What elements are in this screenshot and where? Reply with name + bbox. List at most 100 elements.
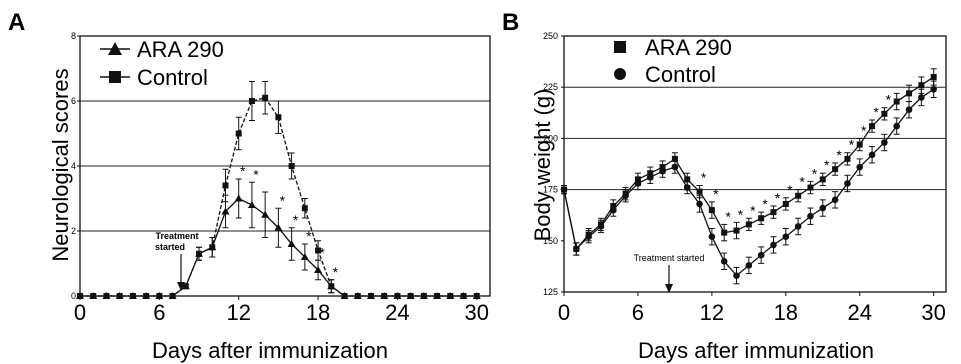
significance-star: * — [824, 157, 830, 173]
panel-a-y-axis-label: Neurological scores — [48, 68, 73, 261]
data-point-circle — [720, 257, 728, 265]
data-point-circle — [659, 167, 666, 175]
data-point-square — [90, 293, 97, 299]
circle-marker-icon — [614, 68, 626, 80]
data-point-circle — [918, 94, 925, 101]
treatment-annotation-text: Treatment started — [634, 253, 705, 263]
data-point-square — [407, 293, 414, 299]
panel-a-letter: A — [8, 9, 25, 36]
data-point-square — [473, 293, 480, 299]
data-point-square — [315, 247, 322, 254]
data-point-triangle — [287, 240, 296, 247]
data-point-square — [807, 184, 814, 191]
data-point-square — [301, 205, 308, 212]
square-marker-icon — [614, 41, 626, 53]
panel-b-y-axis-label: Body weight (g) — [530, 89, 555, 242]
data-point-circle — [745, 262, 753, 269]
data-point-circle — [733, 272, 740, 279]
data-point-triangle — [300, 253, 309, 260]
data-point-triangle — [274, 223, 283, 231]
panel-b: B Body weight (g) Days after immunizatio… — [502, 9, 947, 363]
significance-star: * — [787, 182, 793, 198]
data-point-square — [129, 293, 136, 299]
data-point-square — [222, 182, 229, 189]
x-tick-label: 30 — [465, 300, 489, 325]
panel-a-treatment-annotation: Treatment started — [155, 231, 199, 291]
data-point-square — [394, 293, 401, 299]
y-tick-label: 175 — [543, 185, 558, 195]
data-point-square — [721, 229, 728, 236]
significance-star: * — [775, 190, 781, 206]
data-point-triangle — [234, 194, 243, 202]
data-point-square — [77, 293, 83, 299]
y-tick-label: 250 — [543, 31, 558, 41]
data-point-square — [708, 207, 715, 214]
legend-entry-a-1: Control — [100, 65, 208, 90]
data-point-square — [671, 155, 678, 162]
data-point-circle — [671, 163, 679, 171]
data-point-square — [893, 98, 900, 105]
panel-a-legend: ARA 290 Control — [100, 37, 224, 90]
legend-label-ara290: ARA 290 — [137, 37, 224, 62]
data-point-square — [143, 293, 150, 299]
data-point-square — [288, 163, 295, 169]
data-point-square — [460, 293, 467, 299]
data-point-circle — [856, 163, 864, 171]
data-point-circle — [708, 233, 716, 241]
data-point-square — [156, 293, 163, 299]
data-point-square — [795, 192, 802, 199]
data-point-circle — [807, 212, 814, 220]
data-point-circle — [831, 196, 839, 204]
data-point-circle — [930, 85, 937, 93]
data-point-square — [434, 293, 441, 299]
data-point-circle — [683, 184, 691, 191]
x-tick-label: 30 — [921, 300, 945, 325]
x-tick-label: 0 — [558, 300, 570, 325]
legend-entry-b-1: Control — [614, 62, 716, 87]
data-point-circle — [585, 233, 592, 241]
data-point-square — [275, 114, 282, 121]
x-tick-label: 18 — [306, 300, 330, 325]
data-point-square — [209, 244, 216, 251]
significance-star: * — [812, 165, 818, 181]
legend-entry-a-0: ARA 290 — [100, 37, 224, 62]
y-tick-label: 125 — [543, 287, 558, 297]
data-point-square — [169, 293, 176, 299]
significance-star: * — [319, 244, 325, 260]
data-point-square — [341, 293, 348, 299]
data-point-square — [262, 94, 269, 101]
significance-star: * — [240, 163, 246, 179]
data-point-square — [420, 293, 427, 299]
y-tick-label: 225 — [543, 82, 558, 92]
data-point-triangle — [314, 266, 323, 273]
data-point-square — [328, 283, 335, 290]
data-point-square — [381, 293, 388, 299]
data-point-square — [235, 130, 242, 137]
data-point-square — [367, 293, 374, 299]
triangle-marker-icon — [108, 42, 122, 55]
plot-frame — [563, 35, 947, 293]
significance-star: * — [799, 174, 805, 190]
data-point-circle — [634, 180, 642, 187]
y-tick-label: 6 — [71, 96, 76, 106]
data-point-square — [758, 215, 765, 222]
data-point-square — [906, 90, 913, 97]
x-tick-label: 6 — [153, 300, 165, 325]
data-point-square — [745, 221, 752, 228]
y-tick-label: 150 — [543, 236, 558, 246]
x-tick-label: 24 — [847, 300, 871, 325]
x-tick-label: 24 — [385, 300, 409, 325]
y-tick-label: 8 — [71, 31, 76, 41]
significance-star: * — [849, 137, 855, 153]
x-tick-label: 18 — [774, 300, 798, 325]
data-point-triangle — [261, 210, 270, 218]
legend-entry-b-0: ARA 290 — [614, 35, 732, 60]
data-point-square — [856, 141, 863, 148]
data-point-circle — [844, 180, 851, 187]
panel-a-x-axis-label: Days after immunization — [152, 338, 388, 363]
data-point-square — [844, 155, 851, 162]
y-tick-label: 0 — [71, 291, 76, 301]
panel-b-treatment-annotation: Treatment started — [634, 253, 705, 293]
